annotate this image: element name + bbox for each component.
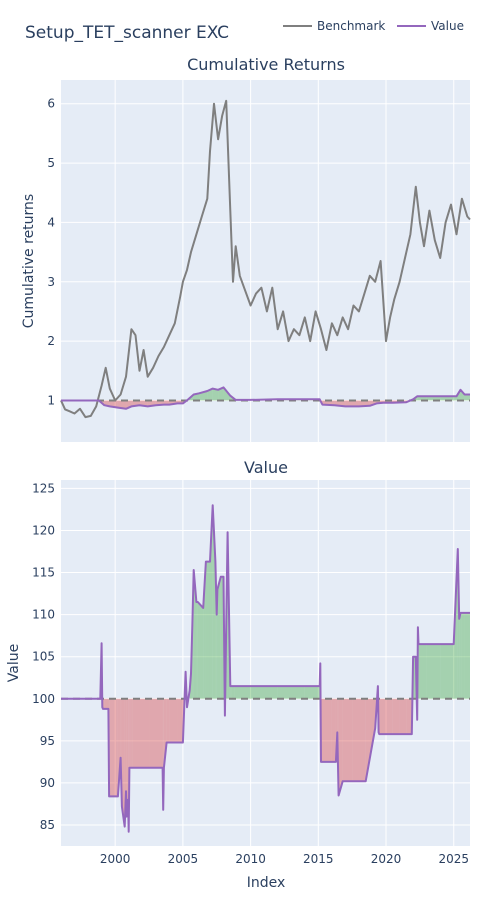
gain-fill-segment <box>196 602 198 699</box>
gain-fill-segment <box>230 686 232 699</box>
plot-area-cumulative-returns[interactable] <box>61 80 470 442</box>
subplot-title-cumulative-returns: Cumulative Returns <box>187 55 345 74</box>
loss-fill-segment <box>321 698 332 762</box>
ytick-label: 105 <box>32 650 55 664</box>
gain-fill-segment <box>461 612 465 699</box>
loss-fill-segment <box>379 698 387 735</box>
loss-fill-segment <box>149 698 163 768</box>
xtick-label: 2025 <box>438 852 469 866</box>
ytick-label: 3 <box>47 275 55 289</box>
ytick-label: 125 <box>32 481 55 495</box>
loss-fill-segment <box>132 698 150 768</box>
gain-fill-segment <box>418 644 427 699</box>
gain-fill-segment <box>460 612 462 699</box>
ytick-label: 5 <box>47 156 55 170</box>
ylabel-value: Value <box>6 644 22 682</box>
ytick-label: 4 <box>47 215 55 229</box>
loss-fill-segment <box>358 400 370 407</box>
loss-fill-segment <box>177 698 183 743</box>
subplot-title-value: Value <box>244 458 288 477</box>
ytick-label: 115 <box>32 566 55 580</box>
gain-fill-segment <box>277 686 305 699</box>
xtick-label: 2015 <box>303 852 334 866</box>
loss-fill-segment <box>109 698 118 797</box>
loss-fill-segment <box>365 698 376 782</box>
loss-fill-segment <box>169 698 178 743</box>
ytick-label: 100 <box>32 692 55 706</box>
series-line-value[interactable] <box>61 386 470 410</box>
ytick-label: 95 <box>40 734 55 748</box>
ytick-label: 2 <box>47 334 55 348</box>
gain-fill-segment <box>426 396 441 401</box>
yticks-cumulative-returns: 1 2 3 4 5 6 <box>47 97 55 408</box>
gain-fill-segment <box>217 576 221 699</box>
gain-fill-segment <box>234 686 251 699</box>
xticks-value: 2000 2005 2010 2015 2020 2025 <box>100 852 469 866</box>
ytick-label: 6 <box>47 97 55 111</box>
gain-fill-segment <box>464 612 470 699</box>
ytick-label: 110 <box>32 608 55 622</box>
legend[interactable]: Benchmark Value <box>283 19 464 33</box>
ytick-label: 120 <box>32 523 55 537</box>
loss-fill-segment <box>126 698 127 817</box>
loss-fill-segment <box>131 698 133 768</box>
xtick-label: 2020 <box>371 852 402 866</box>
series-line-value[interactable] <box>61 504 470 833</box>
loss-fill-segment <box>352 698 366 782</box>
loss-fill-segment <box>345 400 359 407</box>
xtick-label: 2000 <box>100 852 131 866</box>
gain-fill-segment <box>207 388 213 401</box>
gain-fill-segment <box>464 394 470 401</box>
ytick-label: 1 <box>47 393 55 407</box>
gain-fill-segment <box>250 686 278 699</box>
xlabel-index: Index <box>247 875 286 891</box>
ytick-label: 85 <box>40 818 55 832</box>
loss-fill-segment <box>130 698 132 768</box>
loss-fill-segment <box>166 698 170 743</box>
gain-fill-segment <box>212 388 219 401</box>
loss-fill-segment <box>392 698 400 735</box>
gain-fill-segment <box>440 396 457 401</box>
gain-fill-segment <box>205 561 210 699</box>
gain-fill-segment <box>218 387 224 401</box>
loss-fill-segment <box>102 698 105 709</box>
gain-fill-segment <box>304 686 320 699</box>
loss-fill-segment <box>117 400 127 409</box>
yticks-value: 85 90 95 100 105 110 115 120 125 <box>32 481 55 832</box>
gain-fill-segment <box>426 644 441 699</box>
loss-fill-segment <box>129 698 131 768</box>
figure-title: Setup_TET_scanner EXC <box>25 23 229 43</box>
gain-fill-segment <box>232 686 235 699</box>
lines-value <box>61 504 470 833</box>
loss-fill-segment <box>342 698 353 782</box>
gain-fill-segment <box>231 686 233 699</box>
xtick-label: 2005 <box>168 852 199 866</box>
ylabel-cumulative-returns: Cumulative returns <box>21 194 37 328</box>
legend-value-label[interactable]: Value <box>431 19 464 33</box>
gain-fill-segment <box>203 561 206 699</box>
loss-fill-segment <box>163 698 167 768</box>
gain-fill-segment <box>417 396 427 401</box>
loss-fill-segment <box>331 698 336 762</box>
loss-fill-segment <box>399 698 407 735</box>
loss-fill-segment <box>338 698 343 796</box>
loss-fill-segment <box>121 698 125 827</box>
gain-fill-segment <box>440 644 454 699</box>
gain-fill-segment <box>197 602 204 699</box>
loss-fill-segment <box>406 698 412 735</box>
xtick-label: 2010 <box>235 852 266 866</box>
gain-fill-segment <box>459 612 461 699</box>
loss-fill-segment <box>126 698 129 817</box>
lines-cumulative-returns <box>60 99 471 419</box>
loss-fill-segment <box>163 400 170 405</box>
ytick-label: 90 <box>40 776 55 790</box>
legend-benchmark-label[interactable]: Benchmark <box>317 19 385 33</box>
series-line-benchmark[interactable] <box>60 99 471 419</box>
loss-fill-segment <box>104 698 109 709</box>
loss-fill-segment <box>117 698 121 797</box>
loss-fill-segment <box>386 698 393 735</box>
gain-fill-segment <box>216 589 218 699</box>
